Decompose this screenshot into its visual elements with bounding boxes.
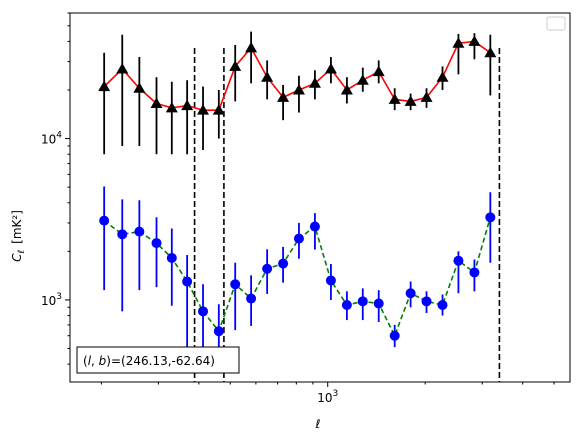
data-point-circle — [389, 330, 400, 341]
data-point-triangle — [116, 62, 129, 74]
data-point-circle — [357, 296, 368, 307]
data-point-circle — [230, 279, 241, 290]
data-point-triangle — [133, 82, 146, 93]
data-point-circle — [246, 293, 257, 304]
data-point-triangle — [404, 95, 417, 106]
x-tick-label: 103 — [317, 389, 338, 405]
annotation-text: (l, b)=(246.13,-62.64) — [83, 354, 215, 368]
data-point-triangle — [356, 74, 369, 85]
annotation-l: l — [88, 354, 92, 368]
data-point-circle — [213, 326, 224, 337]
data-point-triangle — [340, 83, 353, 95]
data-point-circle — [278, 258, 289, 269]
series-circle — [99, 186, 496, 372]
data-point-triangle — [468, 35, 481, 46]
data-point-triangle — [484, 46, 497, 58]
data-point-triangle — [165, 101, 178, 113]
data-point-circle — [485, 212, 496, 223]
data-point-circle — [469, 267, 480, 278]
data-point-triangle — [324, 62, 337, 74]
annotation-b: b — [99, 354, 107, 368]
y-label-unit: [mK²] — [10, 210, 24, 244]
data-point-circle — [373, 298, 384, 309]
data-point-triangle — [388, 93, 401, 104]
x-axis-label: ℓ — [315, 417, 321, 431]
data-point-triangle — [229, 60, 242, 71]
coordinate-annotation: (l, b)=(246.13,-62.64) — [76, 346, 240, 374]
data-point-triangle — [212, 104, 225, 115]
data-point-circle — [453, 255, 464, 266]
data-point-triangle — [292, 83, 305, 95]
data-point-circle — [262, 263, 273, 274]
data-point-triangle — [436, 71, 449, 82]
data-point-triangle — [277, 91, 290, 102]
data-point-circle — [182, 276, 193, 287]
data-point-circle — [198, 306, 209, 317]
data-point-circle — [99, 215, 110, 226]
legend-box — [546, 16, 566, 31]
data-point-triangle — [197, 104, 210, 115]
data-point-circle — [325, 275, 336, 286]
y-tick-label: 104 — [41, 131, 62, 147]
svg-text:Cℓ[mK²]: Cℓ [mK²] — [10, 210, 27, 262]
series-triangle — [98, 31, 497, 155]
data-point-triangle — [98, 80, 111, 92]
data-point-circle — [309, 221, 320, 232]
y-label-base: C — [10, 253, 24, 262]
data-point-triangle — [452, 37, 465, 48]
y-axis-label: Cℓ [mK²] — [10, 210, 27, 262]
data-point-triangle — [150, 97, 163, 108]
data-point-circle — [421, 296, 432, 307]
data-point-triangle — [245, 41, 258, 53]
data-point-circle — [293, 233, 304, 244]
data-point-circle — [134, 226, 145, 237]
plot-frame — [69, 12, 571, 383]
annotation-box — [76, 346, 240, 374]
data-point-circle — [405, 288, 416, 299]
data-point-circle — [166, 252, 177, 263]
data-point-circle — [341, 300, 352, 311]
data-point-circle — [151, 238, 162, 249]
data-point-triangle — [372, 65, 385, 77]
data-point-circle — [117, 229, 128, 240]
data-point-triangle — [181, 99, 194, 111]
data-point-triangle — [308, 77, 321, 88]
data-point-circle — [437, 300, 448, 311]
annotation-value: =(246.13,-62.64) — [111, 354, 215, 368]
data-point-triangle — [420, 91, 433, 102]
data-point-triangle — [261, 71, 274, 82]
y-label-sub: ℓ — [17, 250, 27, 255]
plot-area — [70, 13, 570, 382]
y-tick-label: 103 — [41, 292, 62, 308]
